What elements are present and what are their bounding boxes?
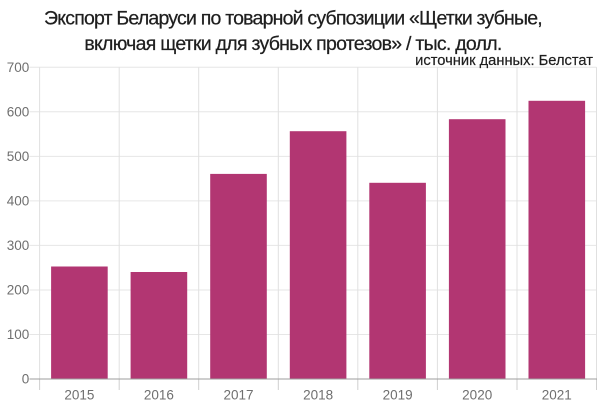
svg-text:400: 400 — [7, 193, 30, 208]
svg-text:2019: 2019 — [383, 388, 413, 403]
svg-text:0: 0 — [22, 372, 30, 387]
svg-text:2021: 2021 — [542, 388, 572, 403]
svg-text:2017: 2017 — [223, 388, 253, 403]
svg-text:Экспорт Беларуси по товарной с: Экспорт Беларуси по товарной субпозиции … — [44, 8, 542, 30]
svg-text:2020: 2020 — [462, 388, 492, 403]
svg-text:2016: 2016 — [144, 388, 174, 403]
svg-text:300: 300 — [7, 238, 30, 253]
svg-text:700: 700 — [7, 60, 30, 75]
svg-text:2015: 2015 — [64, 388, 94, 403]
svg-text:600: 600 — [7, 104, 30, 119]
svg-text:включая щетки для зубных проте: включая щетки для зубных протезов» / тыс… — [84, 33, 501, 55]
svg-text:100: 100 — [7, 327, 30, 342]
svg-text:источник данных: Белстат: источник данных: Белстат — [415, 53, 593, 69]
svg-text:2018: 2018 — [303, 388, 333, 403]
svg-text:500: 500 — [7, 149, 30, 164]
svg-text:200: 200 — [7, 283, 30, 298]
